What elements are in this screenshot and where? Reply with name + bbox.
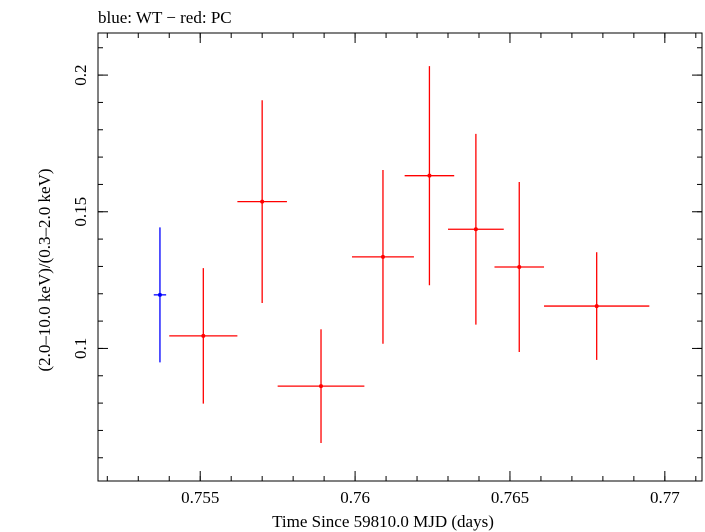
- data-marker: [201, 333, 206, 338]
- plot-frame: [97, 32, 703, 482]
- data-marker: [473, 227, 478, 232]
- data-marker: [260, 199, 265, 204]
- data-marker: [380, 254, 385, 259]
- pc-data-point: [544, 252, 650, 360]
- pc-data-point: [404, 66, 455, 286]
- pc-data-point: [169, 268, 238, 404]
- data-points: [153, 66, 650, 444]
- y-tick-label: 0.15: [71, 197, 90, 227]
- y-tick-label: 0.2: [71, 64, 90, 85]
- pc-data-point: [351, 169, 414, 344]
- x-axis-label: Time Since 59810.0 MJD (days): [272, 512, 494, 531]
- data-marker: [594, 304, 599, 309]
- x-tick-label: 0.77: [650, 488, 680, 507]
- pc-data-point: [277, 329, 365, 444]
- chart-title: blue: WT − red: PC: [98, 8, 232, 27]
- data-marker: [427, 173, 432, 178]
- pc-data-point: [494, 181, 545, 352]
- y-axis-label: (2.0–10.0 keV)/(0.3–2.0 keV): [35, 168, 54, 371]
- axis-tick-labels: 0.755 0.76 0.765 0.77 0.1 0.15 0.2: [71, 64, 680, 507]
- pc-data-point: [237, 100, 287, 304]
- data-marker: [157, 292, 162, 297]
- axis-ticks: [98, 33, 702, 481]
- x-tick-label: 0.755: [181, 488, 219, 507]
- y-tick-label: 0.1: [71, 338, 90, 359]
- data-marker: [517, 264, 522, 269]
- pc-data-point: [448, 133, 504, 325]
- wt-data-point: [153, 227, 167, 363]
- data-marker: [319, 384, 324, 389]
- x-tick-label: 0.765: [491, 488, 529, 507]
- x-tick-label: 0.76: [340, 488, 370, 507]
